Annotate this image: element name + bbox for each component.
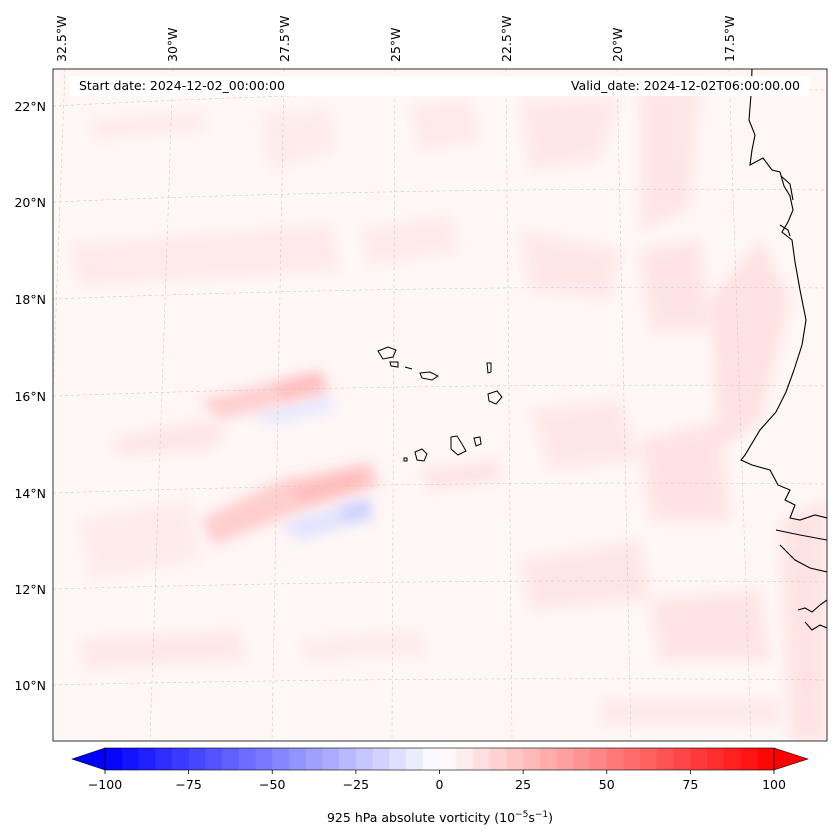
colorbar-segment bbox=[723, 748, 742, 770]
colorbar-tick-label: −100 bbox=[88, 777, 122, 792]
colorbar-label: 925 hPa absolute vorticity (10−5s−1) bbox=[327, 810, 553, 825]
lat-label: 16°N bbox=[14, 389, 46, 404]
lat-label: 12°N bbox=[14, 582, 46, 597]
colorbar-segment bbox=[422, 748, 441, 770]
lon-label: 22.5°W bbox=[499, 16, 514, 62]
colorbar-segment bbox=[707, 748, 725, 770]
colorbar-segment bbox=[573, 748, 591, 770]
colorbar-segment bbox=[673, 748, 691, 770]
colorbar-segment bbox=[389, 748, 407, 770]
colorbar-segment bbox=[456, 748, 474, 770]
lat-label: 14°N bbox=[14, 486, 46, 501]
colorbar-tick-label: −50 bbox=[259, 777, 285, 792]
lon-label: 17.5°W bbox=[722, 16, 737, 62]
colorbar-segments bbox=[105, 748, 775, 770]
header-background bbox=[70, 76, 810, 96]
colorbar-segment bbox=[623, 748, 641, 770]
lon-label: 32.5°W bbox=[54, 16, 69, 62]
colorbar-tick-label: −75 bbox=[175, 777, 201, 792]
longitude-labels: 32.5°W 30°W 27.5°W 25°W 22.5°W 20°W 17.5… bbox=[54, 16, 737, 62]
colorbar-segment bbox=[222, 748, 240, 770]
colorbar-segment bbox=[105, 748, 123, 770]
colorbar-tick-label: −25 bbox=[343, 777, 369, 792]
colorbar-segment bbox=[506, 748, 524, 770]
colorbar-segment bbox=[305, 748, 323, 770]
colorbar-segment bbox=[757, 748, 775, 770]
colorbar-extend-low bbox=[71, 747, 106, 771]
colorbar-segment bbox=[523, 748, 541, 770]
lon-label: 20°W bbox=[610, 27, 625, 62]
colorbar-tick-label: 50 bbox=[599, 777, 615, 792]
colorbar-segment bbox=[656, 748, 675, 770]
latitude-labels: 22°N 20°N 18°N 16°N 14°N 12°N 10°N bbox=[14, 99, 46, 693]
colorbar-extend-high bbox=[773, 747, 809, 771]
west-africa-coastline bbox=[740, 69, 827, 631]
colorbar-segment bbox=[188, 748, 206, 770]
colorbar-segment bbox=[272, 748, 290, 770]
colorbar-tick-label: 100 bbox=[762, 777, 786, 792]
lon-label: 25°W bbox=[388, 27, 403, 62]
colorbar-segment bbox=[740, 748, 758, 770]
colorbar-ticks: −100 −75 −50 −25 0 25 50 75 100 bbox=[88, 770, 786, 792]
colorbar-tick-label: 25 bbox=[515, 777, 531, 792]
colorbar-segment bbox=[439, 748, 457, 770]
cabo-verde-islands bbox=[377, 346, 503, 462]
map-panel: Start date: 2024-12-02_00:00:00 Valid_da… bbox=[52, 68, 828, 742]
colorbar-segment bbox=[171, 748, 190, 770]
colorbar-segment bbox=[406, 748, 424, 770]
colorbar-segment bbox=[255, 748, 273, 770]
colorbar-segment bbox=[489, 748, 507, 770]
lat-label: 10°N bbox=[14, 678, 46, 693]
colorbar-segment bbox=[339, 748, 357, 770]
colorbar-segment bbox=[606, 748, 624, 770]
colorbar: −100 −75 −50 −25 0 25 50 75 100 925 hPa absolute… bbox=[71, 747, 809, 825]
colorbar-segment bbox=[355, 748, 374, 770]
colorbar-segment bbox=[590, 748, 608, 770]
colorbar-segment bbox=[539, 748, 558, 770]
lat-label: 18°N bbox=[14, 292, 46, 307]
colorbar-segment bbox=[238, 748, 257, 770]
colorbar-tick-label: 75 bbox=[682, 777, 698, 792]
map-frame bbox=[52, 68, 828, 742]
colorbar-segment bbox=[640, 748, 658, 770]
lat-label: 22°N bbox=[14, 99, 46, 114]
lon-label: 30°W bbox=[165, 27, 180, 62]
valid-date-label: Valid_date: 2024-12-02T06:00:00.00 bbox=[571, 78, 800, 93]
colorbar-segment bbox=[138, 748, 156, 770]
colorbar-segment bbox=[690, 748, 708, 770]
colorbar-segment bbox=[472, 748, 491, 770]
colorbar-segment bbox=[556, 748, 574, 770]
colorbar-segment bbox=[205, 748, 223, 770]
lat-label: 20°N bbox=[14, 195, 46, 210]
colorbar-segment bbox=[121, 748, 139, 770]
lon-label: 27.5°W bbox=[277, 16, 292, 62]
graticule bbox=[53, 69, 827, 741]
colorbar-segment bbox=[155, 748, 173, 770]
colorbar-segment bbox=[288, 748, 307, 770]
colorbar-tick-label: 0 bbox=[436, 777, 444, 792]
colorbar-segment bbox=[322, 748, 340, 770]
start-date-label: Start date: 2024-12-02_00:00:00 bbox=[79, 78, 285, 93]
colorbar-segment bbox=[372, 748, 390, 770]
vorticity-field bbox=[70, 80, 827, 740]
